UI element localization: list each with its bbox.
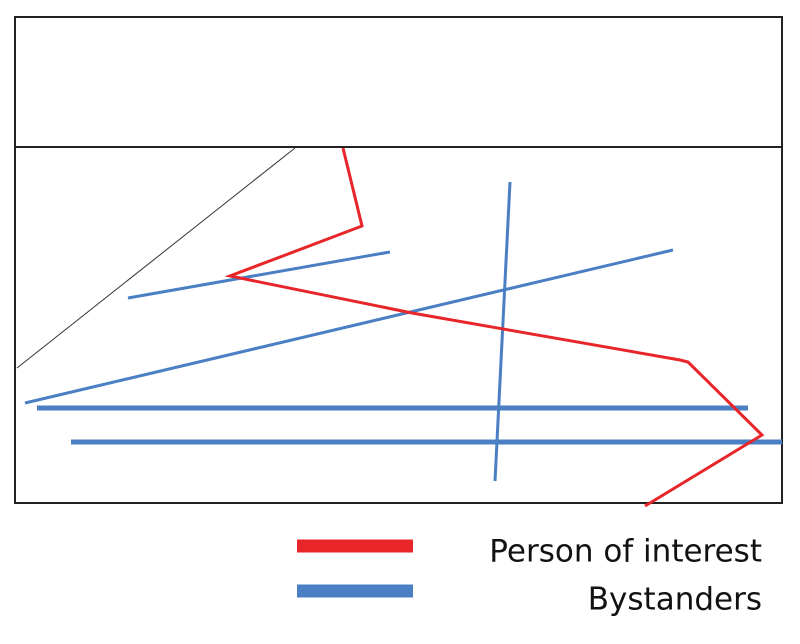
legend-label: Bystanders <box>588 582 762 618</box>
scene-frame <box>14 16 783 504</box>
bystander-path <box>493 181 512 482</box>
legend-label: Person of interest <box>489 534 762 570</box>
bystander-paths <box>24 181 782 482</box>
boundary-line <box>16 147 296 369</box>
bystander-path <box>24 248 674 405</box>
bystander-path <box>127 250 391 300</box>
person-path <box>224 147 765 508</box>
